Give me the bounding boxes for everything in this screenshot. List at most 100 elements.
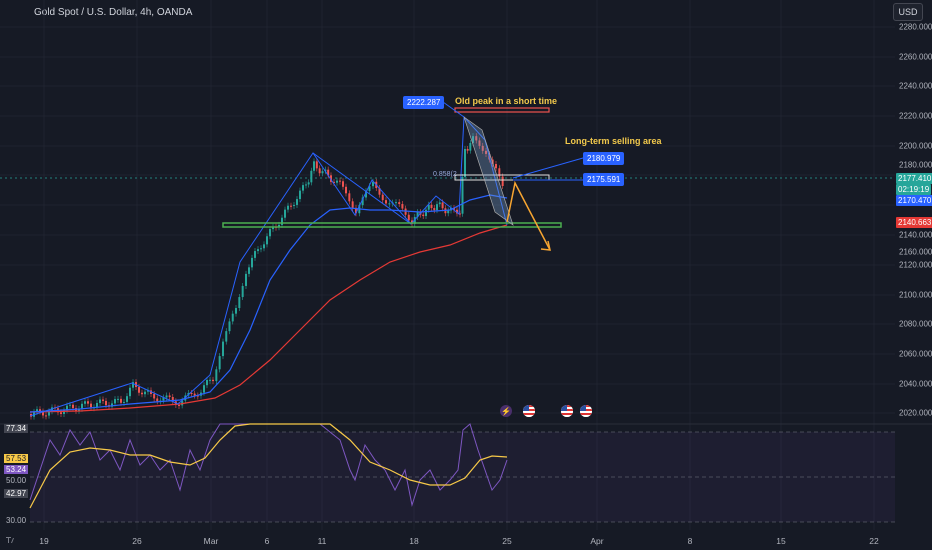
- candle-body: [310, 170, 313, 183]
- candle-body: [181, 400, 184, 406]
- tradingview-logo-icon[interactable]: [5, 535, 15, 547]
- candle-body: [433, 208, 436, 211]
- candle-body: [231, 313, 234, 322]
- old-peak-note[interactable]: Old peak in a short time: [455, 96, 558, 106]
- candle-body: [351, 201, 354, 208]
- candle-body: [263, 244, 265, 249]
- candle-body: [72, 404, 74, 409]
- rsi-ma-tag: 57.53: [4, 454, 29, 463]
- support-zone: [222, 222, 562, 228]
- candle-body: [378, 188, 381, 195]
- candle-body: [495, 164, 497, 169]
- candle-body: [266, 236, 268, 245]
- candle-body: [333, 181, 335, 183]
- candle-body: [478, 140, 481, 146]
- price-tick: 2100.000: [899, 290, 932, 300]
- candle-body: [307, 182, 310, 185]
- candle-body: [241, 285, 244, 298]
- candlesticks: [30, 133, 504, 420]
- time-tick: Apr: [590, 536, 604, 546]
- candle-body: [254, 251, 256, 258]
- candle-body: [361, 197, 364, 206]
- candle-body: [365, 191, 367, 198]
- selling-area-note[interactable]: Long-term selling area: [565, 136, 662, 146]
- candle-body: [398, 202, 401, 205]
- candle-body: [36, 409, 38, 412]
- candle-body: [422, 214, 425, 216]
- candle-body: [466, 148, 469, 151]
- candle-body: [485, 150, 487, 154]
- zigzag-pattern: [29, 115, 508, 417]
- level-2-label[interactable]: 2175.591: [583, 173, 625, 186]
- level-1-label[interactable]: 2180.979: [583, 152, 625, 165]
- candle-body: [156, 398, 159, 402]
- candle-body: [147, 390, 149, 392]
- candle-body: [290, 205, 292, 207]
- us-flag-icon[interactable]: [580, 405, 592, 417]
- time-tick: Mar: [203, 536, 219, 546]
- candle-body: [45, 415, 47, 417]
- candle-body: [245, 273, 247, 286]
- candle-body: [427, 204, 430, 210]
- candle-body: [225, 331, 228, 342]
- candle-body: [238, 297, 241, 309]
- candle-body: [296, 199, 298, 205]
- candle-body: [78, 408, 80, 411]
- us-flag-icon[interactable]: [523, 405, 535, 417]
- time-tick: 26: [132, 536, 142, 546]
- price-tick: 2120.000: [899, 260, 932, 270]
- candle-body: [63, 410, 65, 414]
- candle-body: [401, 204, 404, 209]
- currency-button[interactable]: USD: [893, 3, 923, 21]
- candle-body: [281, 217, 283, 225]
- candle-body: [318, 168, 321, 174]
- time-tick: 6: [264, 536, 270, 546]
- candle-body: [117, 398, 119, 400]
- candle-body: [190, 392, 193, 394]
- candle-body: [385, 200, 387, 204]
- time-tick: 19: [39, 536, 49, 546]
- peak-price-label[interactable]: 2222.287: [403, 96, 445, 109]
- candle-body: [87, 401, 89, 404]
- candle-body: [342, 181, 344, 187]
- last-price-tag: 2177.410: [896, 173, 932, 184]
- candle-body: [464, 148, 466, 177]
- ma-fast-tag: 2170.470: [896, 195, 932, 206]
- candle-body: [248, 267, 250, 274]
- pattern-diagonal: [312, 152, 412, 225]
- rsi-tick-30: 30.00: [6, 516, 27, 525]
- candle-body: [144, 391, 146, 395]
- candle-body: [114, 399, 116, 404]
- candle-body: [120, 398, 122, 403]
- candle-body: [372, 181, 374, 187]
- candle-body: [313, 161, 315, 171]
- candle-body: [212, 379, 214, 382]
- candle-body: [218, 356, 221, 370]
- candle-body: [407, 214, 410, 221]
- candle-body: [153, 393, 156, 399]
- candle-body: [215, 369, 218, 382]
- us-flag-icon[interactable]: [561, 405, 573, 417]
- candle-body: [251, 257, 253, 268]
- time-tick: 22: [869, 536, 879, 546]
- candle-body: [272, 226, 274, 230]
- candle-body: [302, 185, 304, 191]
- time-tick: 18: [409, 536, 419, 546]
- price-tick: 2080.000: [899, 319, 932, 329]
- candle-body: [193, 393, 196, 396]
- time-tick: 11: [317, 536, 327, 546]
- candle-body: [257, 249, 259, 252]
- candle-body: [228, 321, 231, 332]
- candle-body: [284, 209, 286, 218]
- flash-icon[interactable]: ⚡: [500, 405, 512, 417]
- candle-body: [395, 202, 397, 204]
- candle-body: [436, 204, 438, 211]
- candle-body: [178, 404, 180, 406]
- candle-body: [348, 193, 351, 202]
- candle-body: [162, 397, 165, 401]
- candle-body: [315, 161, 318, 169]
- ma-blue-line: [29, 194, 508, 413]
- candle-body: [299, 190, 301, 200]
- price-tick: 2220.000: [899, 111, 932, 121]
